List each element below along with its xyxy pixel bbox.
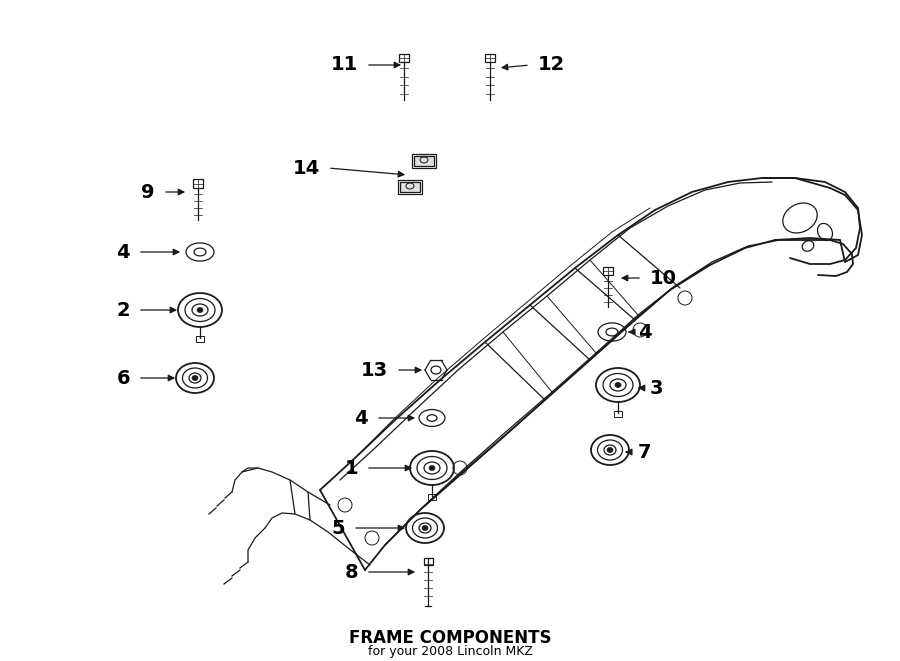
Text: 5: 5 xyxy=(331,518,345,537)
Text: 12: 12 xyxy=(538,56,565,75)
Bar xyxy=(412,154,436,168)
Text: 9: 9 xyxy=(141,182,155,202)
Text: 6: 6 xyxy=(116,368,130,387)
Bar xyxy=(485,54,495,62)
Text: 10: 10 xyxy=(650,268,677,288)
Bar xyxy=(399,54,409,62)
Text: 13: 13 xyxy=(361,360,388,379)
Bar xyxy=(193,179,203,188)
Text: FRAME COMPONENTS: FRAME COMPONENTS xyxy=(349,629,551,647)
Bar xyxy=(400,182,420,192)
Ellipse shape xyxy=(607,447,613,453)
Bar xyxy=(398,180,422,194)
Ellipse shape xyxy=(197,307,203,313)
Text: 4: 4 xyxy=(638,323,652,342)
Text: 8: 8 xyxy=(345,563,358,582)
Text: 4: 4 xyxy=(355,408,368,428)
Bar xyxy=(424,558,433,565)
Text: 4: 4 xyxy=(116,243,130,262)
Ellipse shape xyxy=(615,383,621,387)
Bar xyxy=(428,494,436,500)
Ellipse shape xyxy=(192,375,198,381)
Text: 14: 14 xyxy=(292,159,320,178)
Bar xyxy=(603,267,613,275)
Bar xyxy=(414,156,434,166)
Bar xyxy=(196,336,204,342)
Text: 7: 7 xyxy=(638,442,652,461)
Text: 3: 3 xyxy=(650,379,663,397)
Ellipse shape xyxy=(422,525,428,531)
Text: 11: 11 xyxy=(331,56,358,75)
Ellipse shape xyxy=(429,465,435,471)
Bar xyxy=(614,411,622,417)
Text: for your 2008 Lincoln MKZ: for your 2008 Lincoln MKZ xyxy=(367,646,533,658)
Text: 1: 1 xyxy=(345,459,358,477)
Text: 2: 2 xyxy=(116,301,130,319)
